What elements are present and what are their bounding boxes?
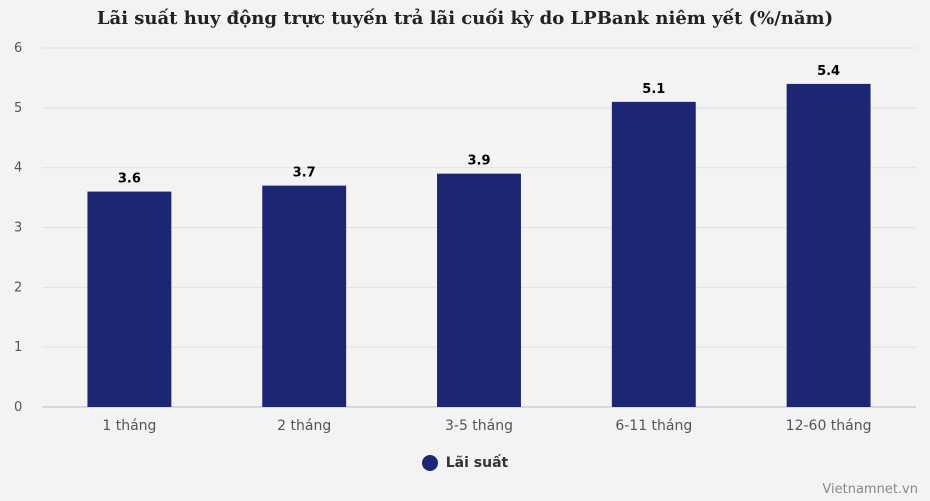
bar bbox=[437, 173, 521, 407]
y-tick-label: 2 bbox=[14, 280, 22, 295]
y-tick-label: 6 bbox=[14, 41, 22, 56]
watermark: Vietnamnet.vn bbox=[822, 482, 918, 497]
x-tick-label: 1 tháng bbox=[102, 418, 156, 434]
x-tick-label: 3-5 tháng bbox=[445, 418, 513, 434]
bar bbox=[611, 101, 696, 407]
y-tick-label: 3 bbox=[14, 221, 22, 236]
y-tick-label: 5 bbox=[14, 101, 22, 116]
data-label: 5.4 bbox=[817, 64, 840, 79]
x-tick-label: 6-11 tháng bbox=[615, 418, 692, 434]
y-tick-label: 1 bbox=[14, 340, 22, 355]
y-tick-label: 4 bbox=[14, 161, 22, 176]
legend[interactable]: Lãi suất bbox=[0, 455, 930, 471]
data-label: 3.7 bbox=[293, 166, 316, 181]
chart-title: Lãi suất huy động trực tuyến trả lãi cuố… bbox=[96, 8, 834, 29]
legend-swatch bbox=[421, 455, 438, 471]
bar bbox=[786, 83, 871, 408]
x-tick-label: 12-60 tháng bbox=[786, 418, 872, 434]
x-tick-label: 2 tháng bbox=[277, 418, 331, 434]
bar bbox=[262, 185, 347, 407]
data-label: 3.6 bbox=[118, 172, 141, 187]
data-label: 3.9 bbox=[467, 154, 490, 169]
bar bbox=[87, 191, 172, 407]
data-label: 5.1 bbox=[642, 82, 665, 97]
legend-label: Lãi suất bbox=[445, 455, 509, 471]
y-tick-label: 0 bbox=[14, 400, 22, 415]
